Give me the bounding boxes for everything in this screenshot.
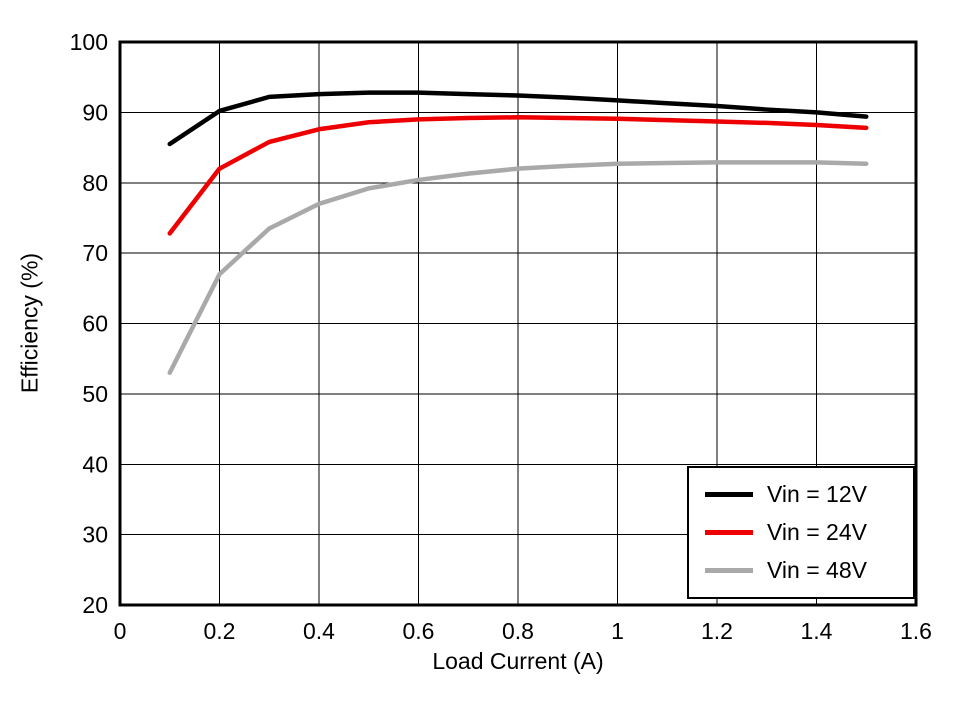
x-axis-title: Load Current (A) xyxy=(432,648,604,674)
y-tick-label: 60 xyxy=(82,311,108,337)
legend-label-48v: Vin = 48V xyxy=(767,557,867,583)
x-tick-label: 0.6 xyxy=(403,618,435,644)
y-tick-label: 90 xyxy=(82,99,108,125)
y-tick-label: 50 xyxy=(82,381,108,407)
x-tick-label: 1.4 xyxy=(801,618,833,644)
x-tick-label: 0.4 xyxy=(303,618,335,644)
y-tick-label: 80 xyxy=(82,170,108,196)
series-line-1 xyxy=(167,115,869,236)
legend-swatch-48v xyxy=(705,568,753,573)
legend-label-12v: Vin = 12V xyxy=(767,481,867,507)
y-tick-label: 30 xyxy=(82,522,108,548)
x-tick-label: 0.8 xyxy=(502,618,534,644)
x-tick-label: 1 xyxy=(611,618,624,644)
x-tick-label: 0 xyxy=(114,618,127,644)
plot-border xyxy=(118,40,918,607)
y-tick-label: 100 xyxy=(70,29,108,55)
legend: Vin = 12V Vin = 24V Vin = 48V xyxy=(687,466,915,599)
x-tick-label: 0.2 xyxy=(204,618,236,644)
y-axis-title: Efficiency (%) xyxy=(16,252,43,394)
series-line-0 xyxy=(167,90,869,147)
legend-item-48v: Vin = 48V xyxy=(705,559,913,582)
series-line-2 xyxy=(167,160,869,376)
y-tick-label: 70 xyxy=(82,240,108,266)
legend-swatch-24v xyxy=(705,530,753,535)
legend-swatch-12v xyxy=(705,492,753,497)
x-tick-label: 1.2 xyxy=(701,618,733,644)
legend-item-12v: Vin = 12V xyxy=(705,483,913,506)
legend-label-24v: Vin = 24V xyxy=(767,519,867,545)
x-tick-label: 1.6 xyxy=(900,618,932,644)
legend-item-24v: Vin = 24V xyxy=(705,521,913,544)
y-tick-label: 40 xyxy=(82,451,108,477)
y-tick-label: 20 xyxy=(82,592,108,618)
